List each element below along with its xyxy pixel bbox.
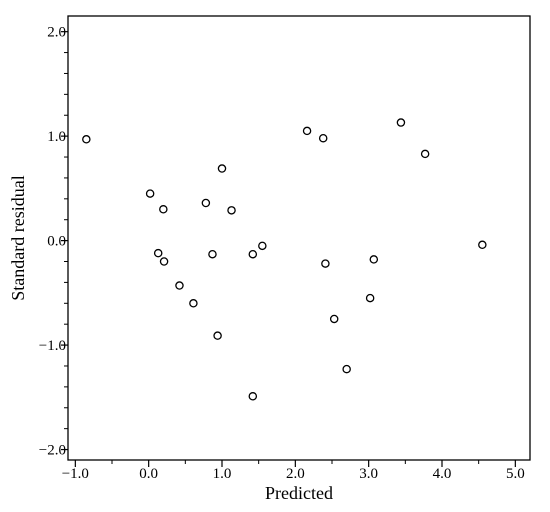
data-point	[213, 331, 222, 340]
data-point	[159, 205, 168, 214]
data-point	[153, 248, 163, 258]
data-points	[82, 118, 487, 401]
y-tick-label: −2.0	[39, 443, 66, 459]
data-point	[478, 240, 487, 250]
data-point	[258, 241, 267, 251]
y-tick-label: 2.0	[47, 25, 66, 41]
data-point	[420, 149, 430, 159]
plot-frame	[67, 15, 531, 461]
x-tick-label: 2.0	[286, 466, 305, 482]
y-tick-label: 1.0	[47, 129, 66, 145]
x-tick-label: 5.0	[506, 466, 525, 482]
y-axis-title: Standard residual	[8, 175, 28, 300]
data-point	[82, 135, 91, 144]
x-tick-label: 4.0	[433, 466, 452, 482]
data-point	[227, 206, 236, 215]
data-point	[396, 118, 406, 127]
data-point	[217, 164, 227, 173]
x-tick-label: −1.0	[62, 466, 89, 482]
data-point	[248, 249, 258, 259]
x-axis-title: Predicted	[265, 483, 333, 503]
y-tick-label: −1.0	[39, 338, 66, 354]
data-point	[145, 189, 155, 198]
data-point	[342, 364, 351, 374]
data-point	[318, 133, 328, 143]
data-point	[321, 259, 330, 268]
x-tick-label: 3.0	[359, 466, 378, 482]
data-point	[365, 293, 375, 303]
data-point	[159, 257, 169, 266]
x-tick-label: 1.0	[213, 466, 232, 482]
data-point	[369, 255, 379, 264]
data-point	[175, 281, 184, 290]
data-point	[189, 299, 198, 308]
x-axis: −1.0 0.0 1.0 2.0 3.0 4.0 5.0	[62, 460, 525, 482]
data-point	[208, 249, 217, 259]
y-tick-label: 0.0	[47, 234, 66, 250]
y-axis: −2.0 −1.0 0.0 1.0 2.0	[39, 25, 68, 459]
x-tick-label: 0.0	[139, 466, 158, 482]
data-point	[201, 198, 211, 208]
data-point	[329, 314, 339, 324]
data-point	[248, 392, 258, 401]
data-point	[302, 126, 312, 136]
